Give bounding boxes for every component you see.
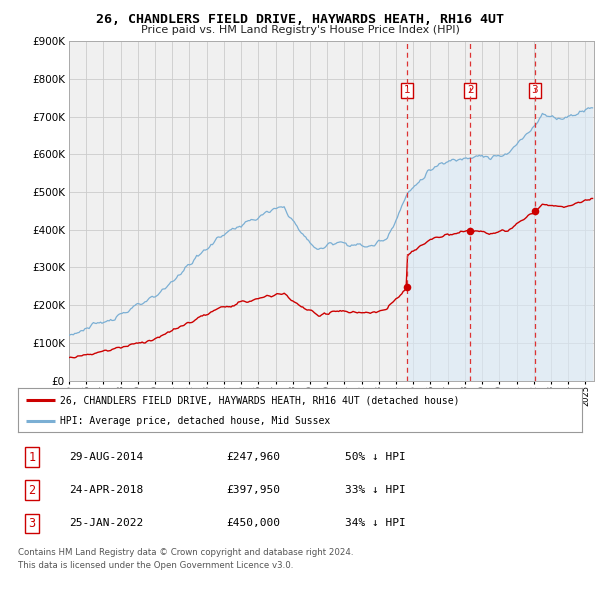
- Text: 24-APR-2018: 24-APR-2018: [69, 486, 143, 495]
- Text: Contains HM Land Registry data © Crown copyright and database right 2024.: Contains HM Land Registry data © Crown c…: [18, 548, 353, 556]
- Text: 33% ↓ HPI: 33% ↓ HPI: [345, 486, 406, 495]
- Text: £247,960: £247,960: [227, 453, 281, 462]
- Text: 50% ↓ HPI: 50% ↓ HPI: [345, 453, 406, 462]
- Text: 29-AUG-2014: 29-AUG-2014: [69, 453, 143, 462]
- Text: 2: 2: [467, 86, 473, 96]
- Text: Price paid vs. HM Land Registry's House Price Index (HPI): Price paid vs. HM Land Registry's House …: [140, 25, 460, 35]
- Point: [530, 206, 540, 216]
- Text: 25-JAN-2022: 25-JAN-2022: [69, 519, 143, 528]
- Text: 2: 2: [29, 484, 35, 497]
- Text: HPI: Average price, detached house, Mid Sussex: HPI: Average price, detached house, Mid …: [60, 415, 331, 425]
- Text: 34% ↓ HPI: 34% ↓ HPI: [345, 519, 406, 528]
- Point: [403, 283, 412, 292]
- Text: 1: 1: [404, 86, 411, 96]
- Text: 1: 1: [29, 451, 35, 464]
- Text: 26, CHANDLERS FIELD DRIVE, HAYWARDS HEATH, RH16 4UT (detached house): 26, CHANDLERS FIELD DRIVE, HAYWARDS HEAT…: [60, 395, 460, 405]
- Text: This data is licensed under the Open Government Licence v3.0.: This data is licensed under the Open Gov…: [18, 560, 293, 569]
- Text: £450,000: £450,000: [227, 519, 281, 528]
- Point: [466, 226, 475, 235]
- Text: 3: 3: [29, 517, 35, 530]
- Text: £397,950: £397,950: [227, 486, 281, 495]
- Text: 26, CHANDLERS FIELD DRIVE, HAYWARDS HEATH, RH16 4UT: 26, CHANDLERS FIELD DRIVE, HAYWARDS HEAT…: [96, 13, 504, 26]
- Text: 3: 3: [532, 86, 538, 96]
